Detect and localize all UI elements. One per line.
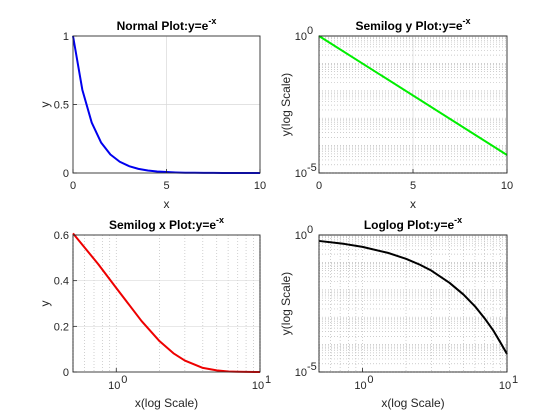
x-tick-label: 10 — [354, 380, 366, 392]
y-tick-exponent: -5 — [307, 162, 317, 174]
plot-title-exponent: -x — [454, 215, 462, 225]
y-tick-label: 10 — [295, 168, 307, 180]
plot-title: Normal Plot:y=e-x — [117, 16, 217, 33]
plot-title: Loglog Plot:y=e-x — [364, 215, 462, 232]
x-tick-label: 5 — [163, 180, 169, 192]
x-axis-label: x(log Scale) — [135, 396, 198, 410]
x-tick-label: 10 — [501, 180, 513, 192]
x-axis-label: x — [164, 197, 170, 211]
grid — [318, 235, 508, 373]
x-tick-exponent: 0 — [367, 374, 373, 386]
y-tick-label: 0 — [63, 367, 69, 379]
plot-title-text: Normal Plot:y=e — [117, 19, 209, 33]
x-tick-exponent: 1 — [265, 374, 271, 386]
x-tick-label: 0 — [316, 180, 322, 192]
x-tick-label: 10 — [252, 380, 264, 392]
plot-title-text: Semilog x Plot:y=e — [109, 218, 216, 232]
y-tick-exponent: -5 — [307, 361, 317, 373]
x-tick-label: 10 — [108, 380, 120, 392]
x-tick-label: 0 — [70, 180, 76, 192]
x-tick-label: 10 — [499, 380, 511, 392]
y-tick-label: 0.4 — [54, 276, 69, 288]
plot-title-text: Loglog Plot:y=e — [364, 218, 455, 232]
y-tick-label: 0 — [63, 168, 69, 180]
y-tick-label: 10 — [295, 367, 307, 379]
subplot-1: 0 5 10 0 0.5 1 x y Normal Plot:y=e-x — [38, 16, 266, 211]
x-tick-label: 10 — [254, 180, 266, 192]
plot-title-exponent: -x — [208, 16, 216, 26]
y-tick-exponent: 0 — [307, 25, 313, 37]
plot-title: Semilog y Plot:y=e-x — [355, 16, 470, 33]
plot-title: Semilog x Plot:y=e-x — [109, 215, 224, 232]
y-axis-label: y — [38, 301, 52, 307]
y-tick-label: 0.5 — [54, 100, 69, 112]
series-line — [318, 35, 508, 156]
y-tick-label: 10 — [295, 31, 307, 43]
x-tick-exponent: 0 — [121, 374, 127, 386]
series-line — [318, 239, 508, 355]
y-axis-label: y(log Scale) — [279, 73, 293, 136]
plot-title-exponent: -x — [463, 16, 471, 26]
axes-background — [318, 234, 508, 373]
grid — [318, 36, 508, 174]
x-tick-exponent: 1 — [512, 374, 518, 386]
axes-frame — [318, 234, 508, 373]
axes-background — [72, 234, 261, 373]
plot-title-text: Semilog y Plot:y=e — [355, 19, 462, 33]
plot-title-exponent: -x — [216, 215, 224, 225]
y-tick-label: 10 — [295, 230, 307, 242]
y-tick-label: 0.6 — [54, 230, 69, 242]
axes-frame — [72, 234, 261, 373]
x-tick-label: 5 — [410, 180, 416, 192]
y-tick-label: 0.2 — [54, 321, 69, 333]
y-axis-label: y(log Scale) — [279, 272, 293, 335]
y-tick-label: 1 — [63, 31, 69, 43]
x-axis-label: x(log Scale) — [381, 396, 444, 410]
y-axis-label: y — [38, 102, 52, 108]
x-axis-label: x — [410, 197, 416, 211]
y-tick-exponent: 0 — [307, 224, 313, 236]
